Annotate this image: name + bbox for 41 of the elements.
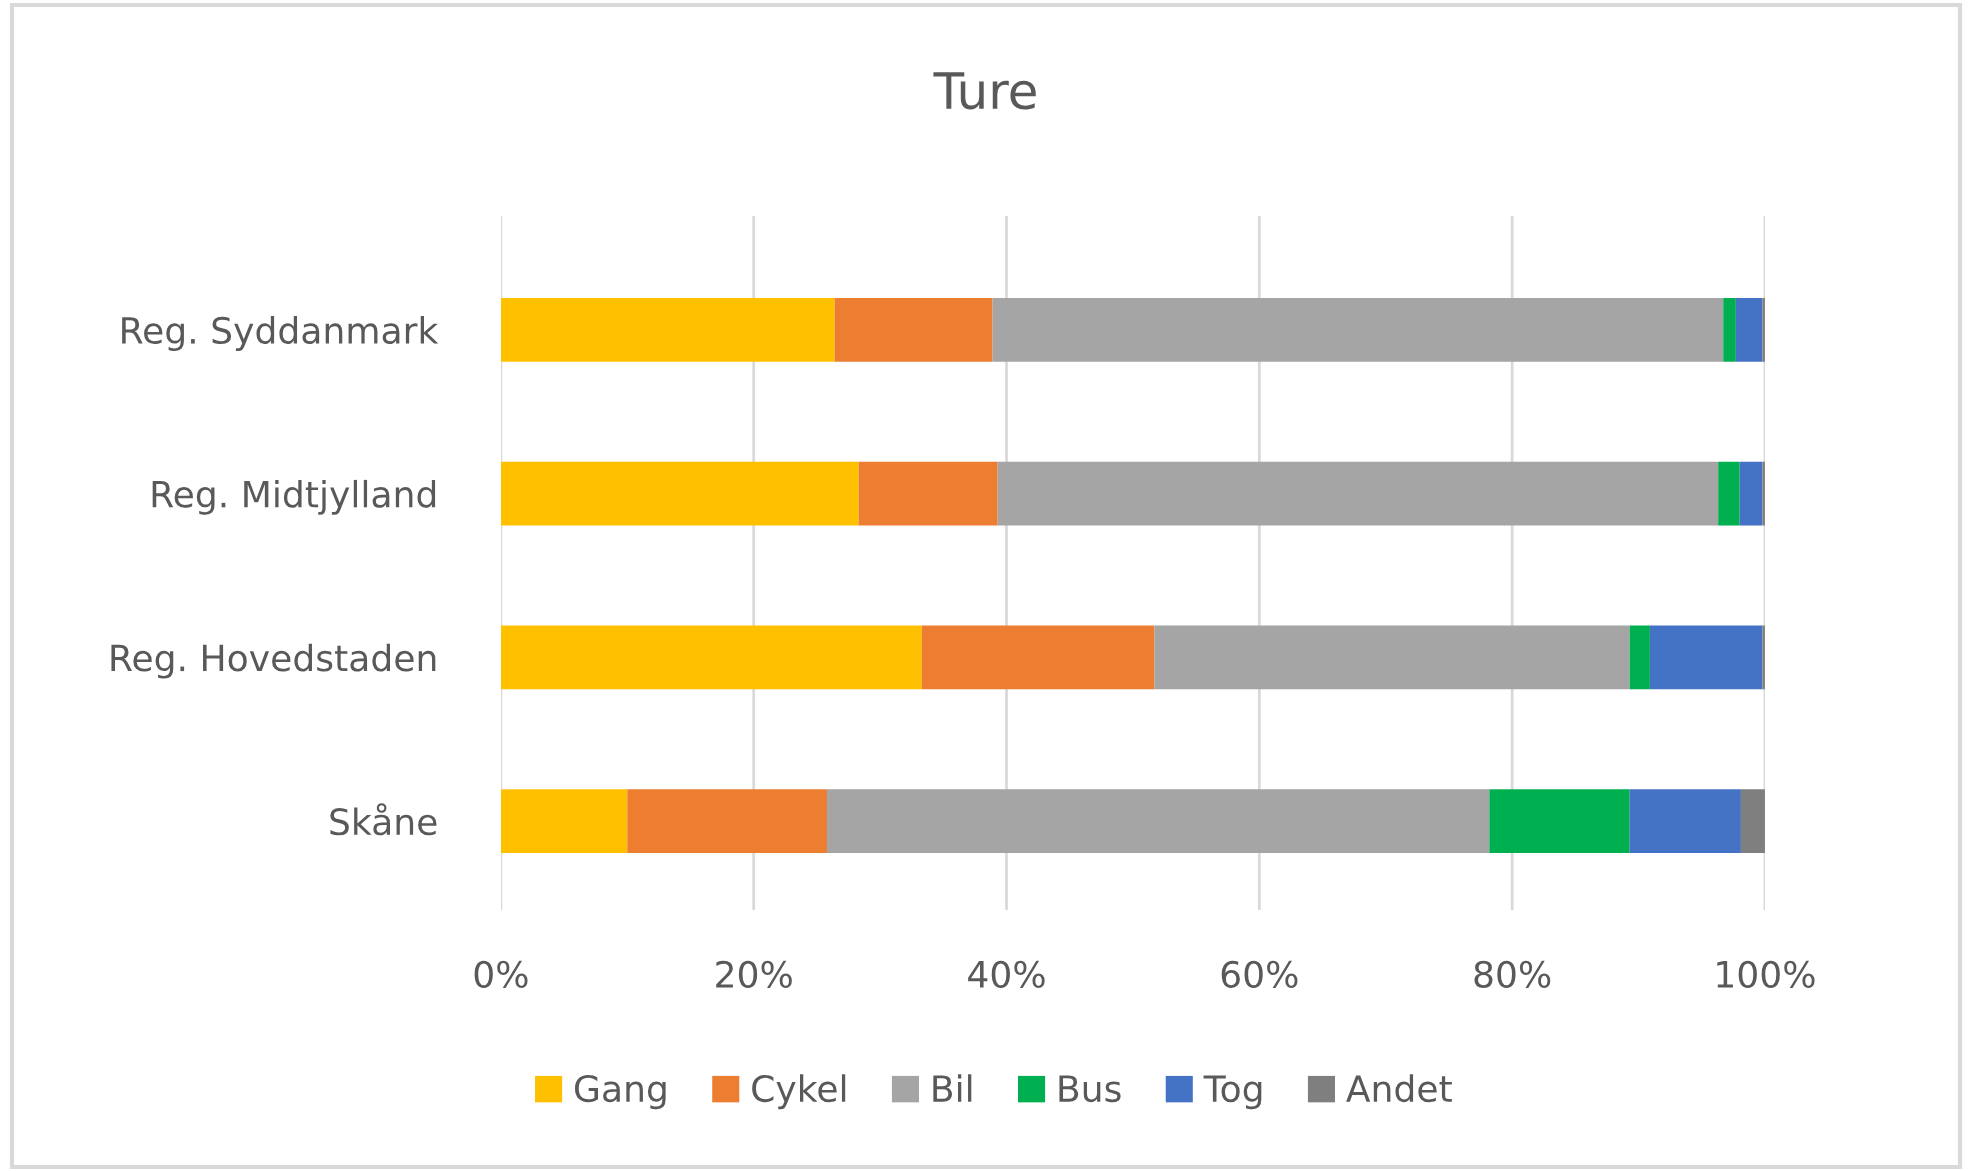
bar xyxy=(992,297,1724,362)
bar xyxy=(827,789,1490,854)
legend-label: Andet xyxy=(1346,1074,1452,1103)
x-tick-label: 80% xyxy=(1474,960,1551,988)
bar xyxy=(500,625,922,690)
legend-label: Bil xyxy=(933,1074,972,1102)
bar xyxy=(1735,297,1763,362)
bar xyxy=(921,625,1155,690)
x-tick-label: 40% xyxy=(968,960,1045,988)
legend-label: Bus xyxy=(1059,1075,1121,1103)
legend-label: Cykel xyxy=(752,1074,846,1110)
bar xyxy=(1154,625,1630,690)
bar xyxy=(1718,461,1740,526)
bar xyxy=(1723,297,1736,362)
bar xyxy=(1649,625,1763,690)
bar xyxy=(834,297,993,362)
bar xyxy=(1762,297,1765,362)
x-tick-label: 60% xyxy=(1221,960,1298,988)
bar xyxy=(1629,625,1650,690)
bar xyxy=(500,461,859,526)
x-tick-label: 20% xyxy=(716,960,792,988)
bar xyxy=(1489,789,1630,854)
y-tick-label: Reg. Hovedstaden xyxy=(111,643,436,679)
y-tick-label: Reg. Syddanmark xyxy=(122,316,439,352)
bar xyxy=(627,789,828,854)
legend-label: Tog xyxy=(1203,1075,1262,1110)
bar xyxy=(1762,461,1765,526)
bar xyxy=(997,461,1719,526)
x-tick-label: 0% xyxy=(474,960,528,988)
legend-label: Gang xyxy=(575,1074,666,1110)
bar xyxy=(1740,789,1765,854)
bar xyxy=(858,461,998,526)
x-tick-label: 100% xyxy=(1717,960,1815,988)
chart-title: Ture xyxy=(933,72,1036,110)
bar xyxy=(1629,789,1741,854)
bar xyxy=(500,297,835,362)
y-tick-label: Skåne xyxy=(330,803,437,836)
bar xyxy=(1762,625,1765,690)
bar xyxy=(500,789,628,854)
y-tick-label: Reg. Midtjylland xyxy=(152,479,436,515)
bar xyxy=(1739,461,1763,526)
